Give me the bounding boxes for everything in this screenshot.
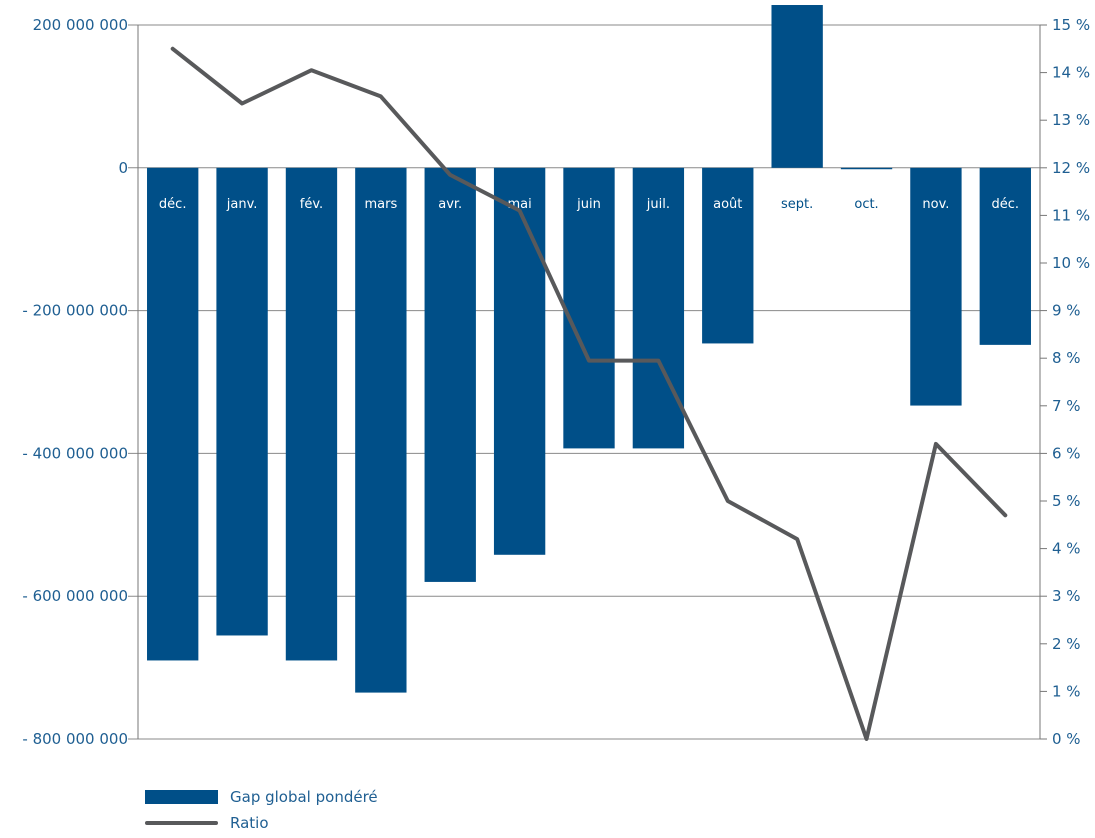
category-labels: déc. janv. fév. mars avr. mai juin juil. août sep… xyxy=(159,197,1019,212)
left-tick-label: - 600 000 000 xyxy=(22,587,128,605)
legend-swatch-bar xyxy=(145,790,218,804)
right-tick-label: 1 % xyxy=(1052,682,1081,700)
bar xyxy=(563,167,615,449)
right-tick-label: 4 % xyxy=(1052,540,1081,558)
right-tick-label: 13 % xyxy=(1052,111,1090,129)
right-tick-label: 15 % xyxy=(1052,16,1090,34)
ratio-line xyxy=(170,46,1008,741)
bar xyxy=(771,5,823,168)
bar xyxy=(840,167,893,170)
right-tick-label: 2 % xyxy=(1052,635,1081,653)
bar xyxy=(702,167,754,344)
category-label: nov. xyxy=(922,197,949,212)
bar xyxy=(216,167,268,636)
right-tick-label: 8 % xyxy=(1052,349,1081,367)
right-tick-label: 14 % xyxy=(1052,64,1090,82)
right-tick-label: 3 % xyxy=(1052,587,1081,605)
category-label: juil. xyxy=(646,197,670,212)
legend-item-ratio: Ratio xyxy=(145,812,378,834)
category-label: fév. xyxy=(300,197,323,212)
bar xyxy=(493,167,546,555)
category-label: oct. xyxy=(854,197,878,212)
line-series-ratio xyxy=(170,46,1008,741)
left-tick-label: 200 000 000 xyxy=(33,16,128,34)
left-tick-label: - 200 000 000 xyxy=(22,302,128,320)
category-label: mars xyxy=(364,197,397,212)
category-label: déc. xyxy=(159,197,187,212)
category-label: déc. xyxy=(992,197,1020,212)
bar xyxy=(632,167,685,449)
bar xyxy=(910,167,962,406)
right-tick-label: 12 % xyxy=(1052,159,1090,177)
left-axis-ticks: 200 000 000 0 - 200 000 000 - 400 000 000 - … xyxy=(22,16,128,748)
bar xyxy=(424,167,476,582)
bar xyxy=(285,167,338,661)
legend-item-gap: Gap global pondéré xyxy=(145,786,378,808)
bar xyxy=(979,167,1031,345)
category-label: avr. xyxy=(438,197,462,212)
legend-label-ratio: Ratio xyxy=(230,814,269,832)
legend-swatch-line xyxy=(145,821,218,825)
category-label: juin xyxy=(576,197,601,212)
category-label: sept. xyxy=(781,197,813,212)
bar-series-gap xyxy=(147,5,1031,693)
axes xyxy=(137,25,1041,739)
left-tick-label: - 800 000 000 xyxy=(22,730,128,748)
right-tick-label: 0 % xyxy=(1052,730,1081,748)
right-tick-label: 5 % xyxy=(1052,492,1081,510)
legend-label-gap: Gap global pondéré xyxy=(230,788,378,806)
left-tick-label: - 400 000 000 xyxy=(22,444,128,462)
bar xyxy=(147,167,199,661)
right-tick-label: 7 % xyxy=(1052,397,1081,415)
legend: Gap global pondéré Ratio xyxy=(145,786,378,838)
right-tick-label: 9 % xyxy=(1052,302,1081,320)
category-label: janv. xyxy=(226,197,258,212)
left-tick-label: 0 xyxy=(118,159,128,177)
right-tick-label: 10 % xyxy=(1052,254,1090,272)
bar xyxy=(355,167,407,693)
right-tick-label: 6 % xyxy=(1052,444,1081,462)
right-tick-label: 11 % xyxy=(1052,206,1090,224)
category-label: août xyxy=(713,197,742,212)
right-axis-ticks: 15 % 14 % 13 % 12 % 11 % 10 % 9 % 8 % 7 % 6 % 5 % 4… xyxy=(1040,16,1090,748)
